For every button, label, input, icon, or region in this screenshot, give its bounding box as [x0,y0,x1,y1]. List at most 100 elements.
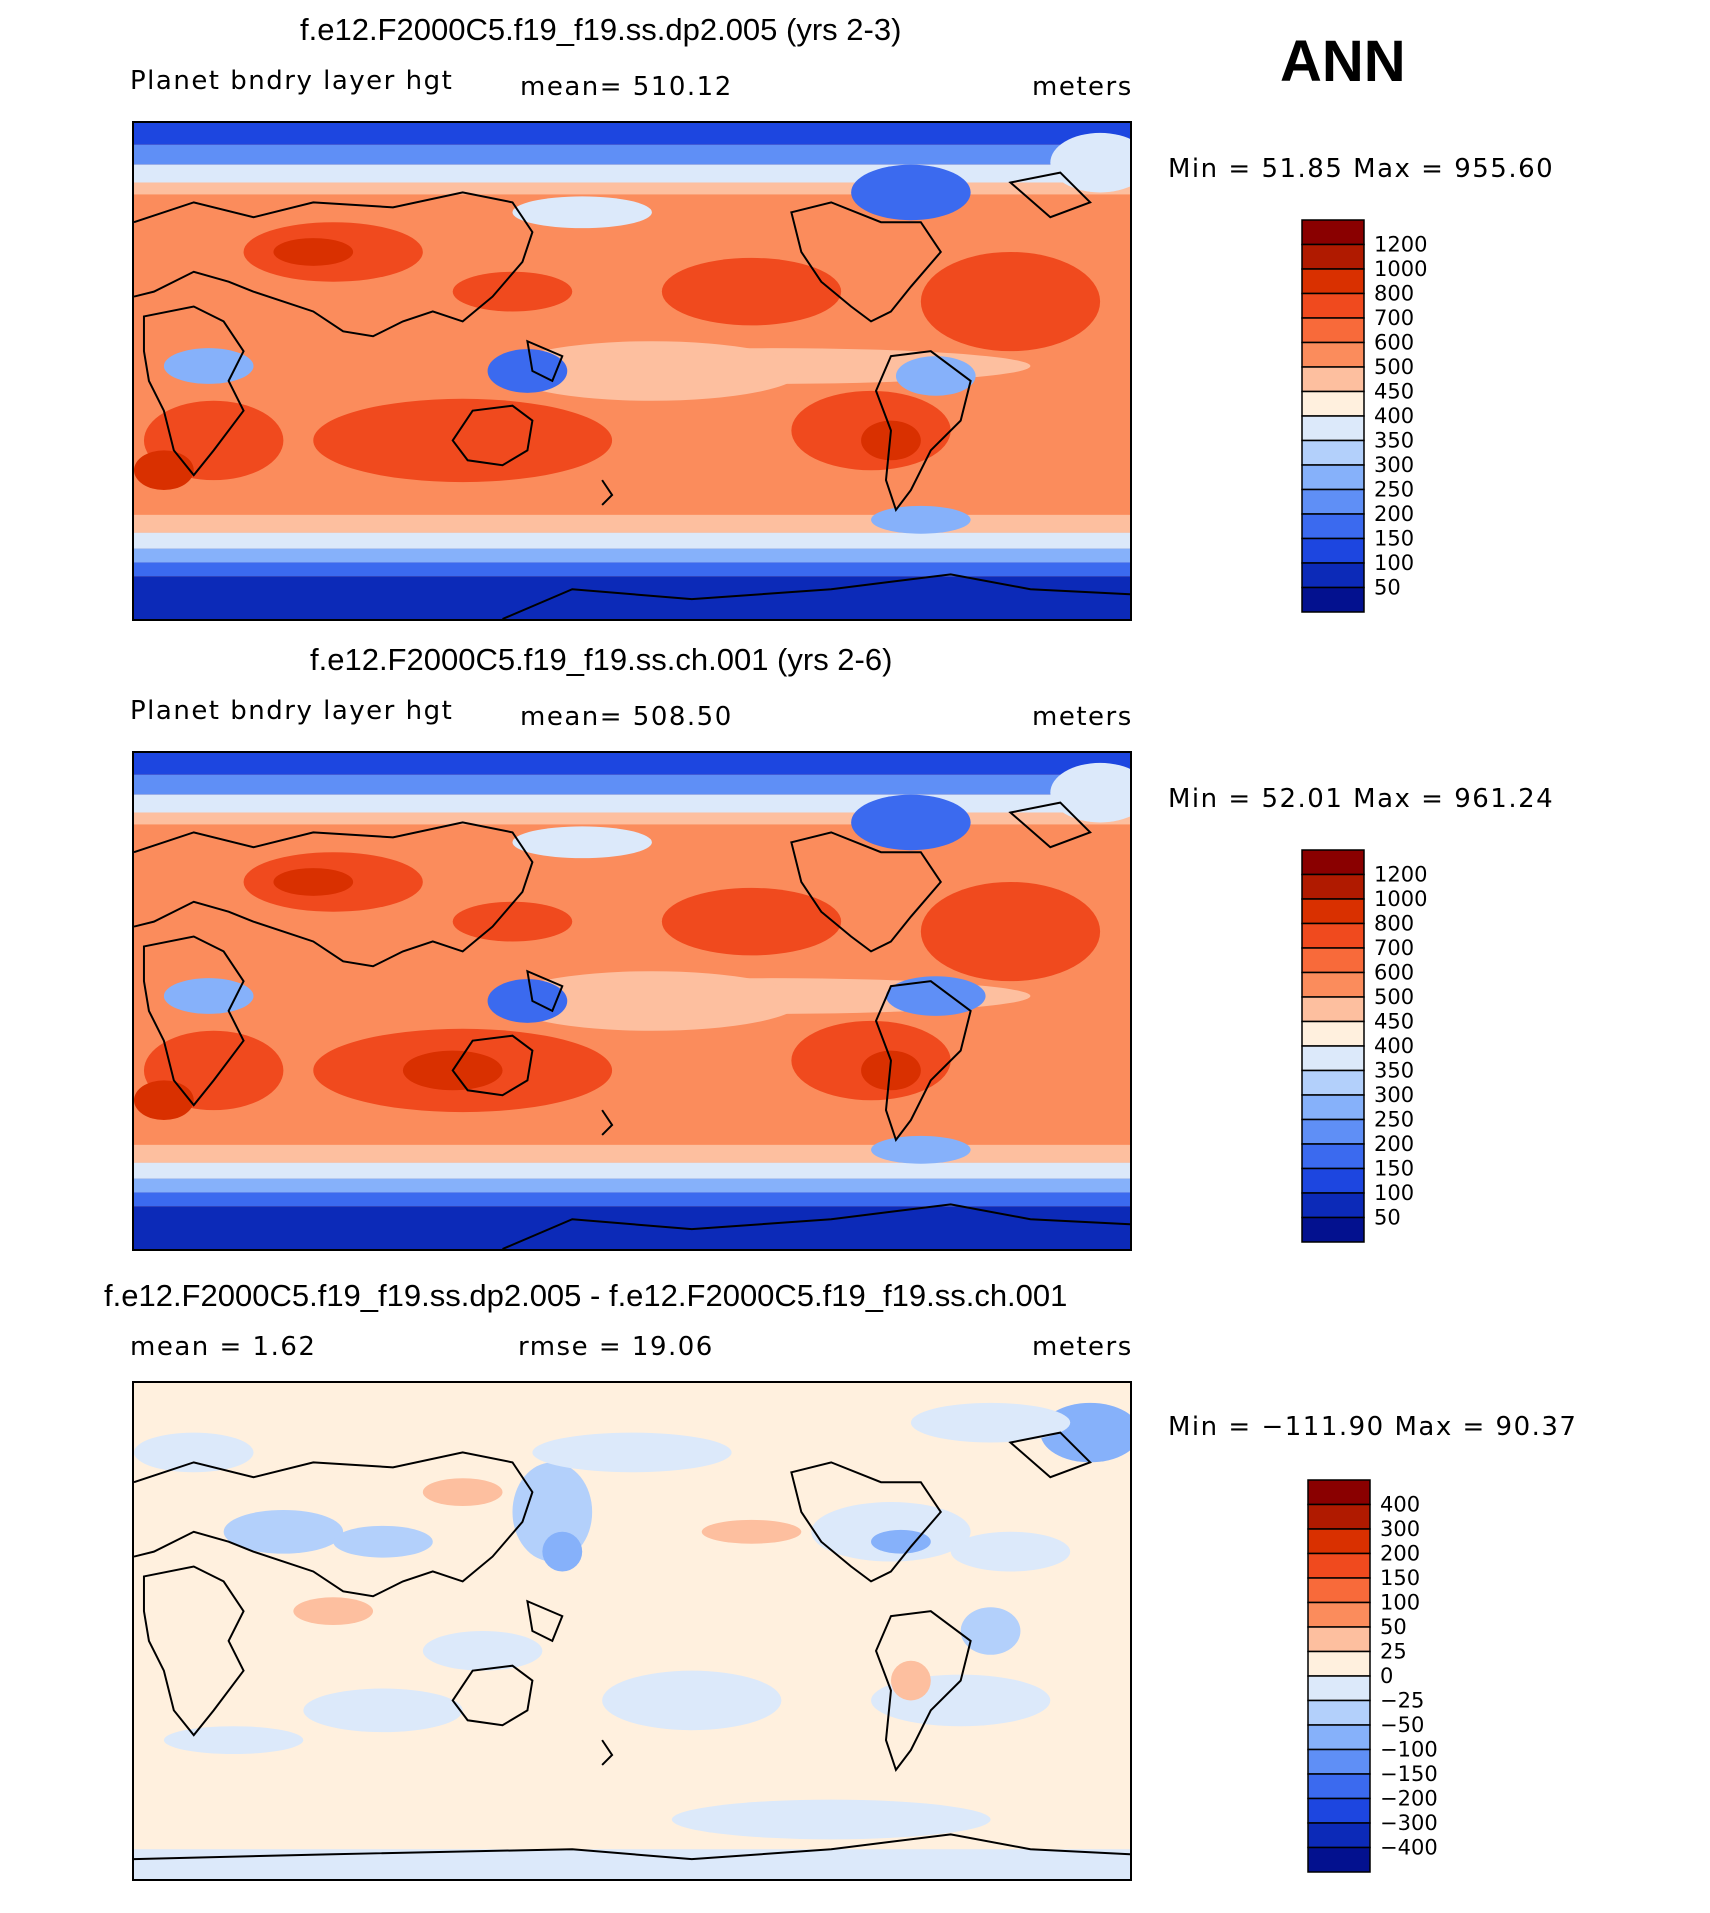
colorbar-tick-label: 300 [1374,1083,1414,1107]
colorbar-swatch [1301,243,1365,270]
colorbar-swatch [1301,219,1365,246]
panel-2-minmax: Min = 52.01 Max = 961.24 [1168,784,1555,814]
colorbar-tick-label: −400 [1380,1836,1438,1860]
colorbar-swatch [1307,1626,1371,1653]
colorbar-tick-label: 1000 [1374,257,1427,281]
colorbar-swatch [1307,1699,1371,1726]
colorbar-tick-label: −150 [1380,1762,1438,1786]
colorbar-swatch [1301,947,1365,974]
colorbar-tick-label: 100 [1374,1181,1414,1205]
colorbar-tick-label: 800 [1374,282,1414,306]
colorbar-swatch [1307,1601,1371,1628]
colorbar-swatch [1301,488,1365,515]
colorbar-swatch [1301,341,1365,368]
colorbar-tick-label: 150 [1380,1566,1420,1590]
panel-2-variable-label: Planet bndry layer hgt [130,696,454,726]
colorbar-tick-label: 500 [1374,985,1414,1009]
panel-3-rmse: rmse = 19.06 [518,1332,714,1362]
panel-1-variable-label: Planet bndry layer hgt [130,66,454,96]
colorbar-swatch [1307,1528,1371,1555]
panel-2-colorbar-svg: 1200100080070060050045040035030025020015… [1301,849,1427,1243]
colorbar-swatch [1301,1167,1365,1194]
colorbar-swatch [1307,1577,1371,1604]
colorbar-swatch [1301,390,1365,417]
colorbar-tick-label: 1200 [1374,233,1427,257]
panel-2-units: meters [1032,702,1133,732]
colorbar-swatch [1301,268,1365,295]
colorbar-swatch [1307,1724,1371,1751]
colorbar-tick-label: 250 [1374,1108,1414,1132]
panel-1-title: f.e12.F2000C5.f19_f19.ss.dp2.005 (yrs 2-… [300,12,902,47]
panel-1-minmax: Min = 51.85 Max = 955.60 [1168,154,1555,184]
colorbar-tick-label: 100 [1374,551,1414,575]
panel-2-mean: mean= 508.50 [520,702,733,732]
colorbar-tick-label: 50 [1374,576,1401,600]
colorbar-tick-label: 700 [1374,306,1414,330]
panel-3-minmax: Min = −111.90 Max = 90.37 [1168,1412,1578,1442]
colorbar-swatch [1307,1675,1371,1702]
colorbar-swatch [1307,1748,1371,1775]
colorbar-swatch [1307,1479,1371,1506]
panel-3-map [132,1381,1132,1881]
colorbar-swatch [1301,1020,1365,1047]
colorbar-tick-label: 150 [1374,1157,1414,1181]
colorbar-tick-label: 400 [1374,404,1414,428]
colorbar-tick-label: 300 [1374,453,1414,477]
panel-2-title: f.e12.F2000C5.f19_f19.ss.ch.001 (yrs 2-6… [310,642,893,677]
colorbar-tick-label: 250 [1374,478,1414,502]
colorbar-swatch [1301,464,1365,491]
colorbar-tick-label: 200 [1380,1542,1420,1566]
colorbar-swatch [1307,1822,1371,1849]
colorbar-tick-label: 0 [1380,1664,1393,1688]
colorbar-swatch [1301,1192,1365,1219]
panel-2-colorbar: 1200 1000 800 700 600 500 450 400 350 300 250 200 15… [1300,848,1480,1248]
colorbar-swatch [1301,292,1365,319]
colorbar-tick-label: 350 [1374,429,1414,453]
colorbar-tick-label: 200 [1374,1132,1414,1156]
colorbar-tick-label: 800 [1374,912,1414,936]
colorbar-tick-label: 400 [1374,1034,1414,1058]
colorbar-tick-label: −25 [1380,1689,1424,1713]
colorbar-swatch [1301,537,1365,564]
colorbar-tick-label: 50 [1380,1615,1407,1639]
panel-1-map [132,121,1132,621]
colorbar-swatch [1307,1797,1371,1824]
colorbar-swatch [1301,1094,1365,1121]
colorbar-tick-label: 600 [1374,331,1414,355]
colorbar-tick-label: 1200 [1374,863,1427,887]
colorbar-swatch [1301,849,1365,876]
colorbar-swatch [1301,513,1365,540]
colorbar-tick-label: 25 [1380,1640,1407,1664]
colorbar-tick-label: 100 [1380,1591,1420,1615]
colorbar-swatch [1301,996,1365,1023]
colorbar-tick-label: 600 [1374,961,1414,985]
colorbar-swatch [1301,586,1365,613]
colorbar-tick-label: −50 [1380,1713,1424,1737]
colorbar-tick-label: 200 [1374,502,1414,526]
colorbar-tick-label: 700 [1374,936,1414,960]
panel-1-units: meters [1032,72,1133,102]
colorbar-tick-label: 450 [1374,1010,1414,1034]
colorbar-tick-label: 50 [1374,1206,1401,1230]
colorbar-swatch [1301,873,1365,900]
colorbar-tick-label: −100 [1380,1738,1438,1762]
panel-3-mean: mean = 1.62 [130,1332,317,1362]
colorbar-swatch [1301,1143,1365,1170]
colorbar-swatch [1307,1650,1371,1677]
colorbar-swatch [1301,562,1365,589]
colorbar-swatch [1301,971,1365,998]
colorbar-swatch [1301,922,1365,949]
colorbar-swatch [1301,1118,1365,1145]
panel-3-colorbar-svg: 40030020015010050250−25−50−100−150−200−3… [1307,1479,1438,1873]
colorbar-tick-label: 150 [1374,527,1414,551]
colorbar-swatch [1301,439,1365,466]
colorbar-tick-label: 350 [1374,1059,1414,1083]
colorbar-swatch [1307,1773,1371,1800]
colorbar-swatch [1301,1045,1365,1072]
colorbar-swatch [1307,1503,1371,1530]
season-label: ANN [1280,29,1406,94]
panel-2-map [132,751,1132,1251]
panel-3-title: f.e12.F2000C5.f19_f19.ss.dp2.005 - f.e12… [104,1278,1068,1313]
colorbar-swatch [1301,1069,1365,1096]
panel-1-colorbar-svg: 1200100080070060050045040035030025020015… [1301,219,1427,613]
